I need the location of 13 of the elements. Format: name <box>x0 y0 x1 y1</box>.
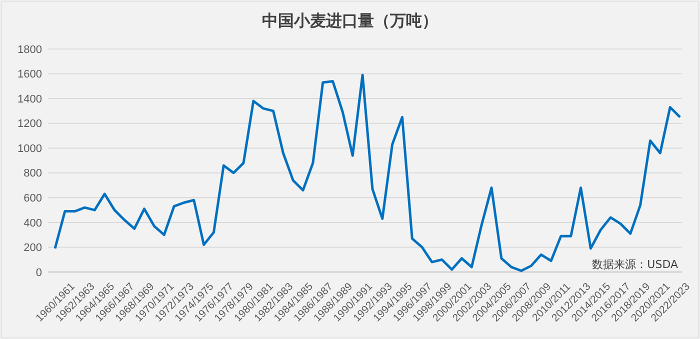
y-tick-label: 1200 <box>18 118 42 130</box>
y-tick-label: 600 <box>24 192 42 205</box>
y-tick-label: 800 <box>24 168 42 180</box>
y-tick-label: 1600 <box>18 68 42 81</box>
line-series <box>54 74 682 272</box>
y-tick-label: 1400 <box>18 93 42 106</box>
y-tick-label: 200 <box>24 242 42 254</box>
y-tick-label: 1800 <box>18 44 42 56</box>
y-tick-label: 1000 <box>18 142 42 155</box>
chart-title: 中国小麦进口量（万吨） <box>262 11 438 30</box>
y-tick-label: 400 <box>24 217 42 230</box>
y-tick-label: 0 <box>36 266 42 279</box>
annotation: 数据来源：USDA <box>592 258 678 271</box>
